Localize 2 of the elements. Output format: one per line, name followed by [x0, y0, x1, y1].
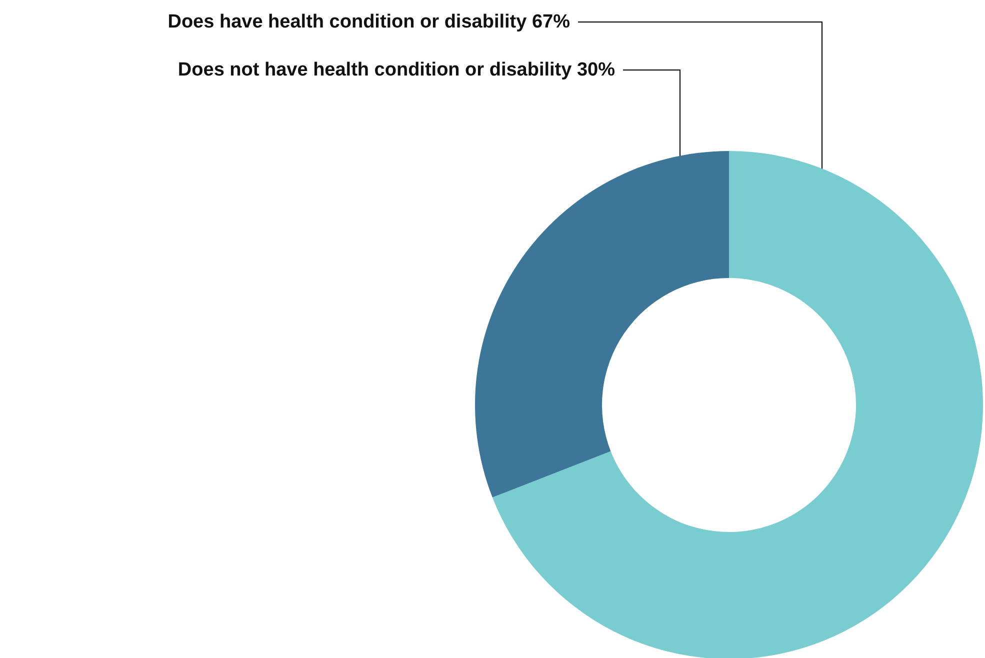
- slice-label: Does not have health condition or disability 30%: [178, 60, 616, 80]
- slice-label: Does have health condition or disability 67%: [168, 12, 570, 32]
